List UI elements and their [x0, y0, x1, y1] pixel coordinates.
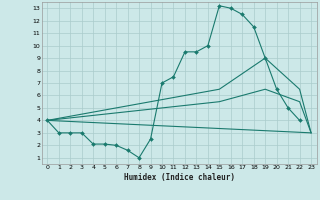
- X-axis label: Humidex (Indice chaleur): Humidex (Indice chaleur): [124, 173, 235, 182]
